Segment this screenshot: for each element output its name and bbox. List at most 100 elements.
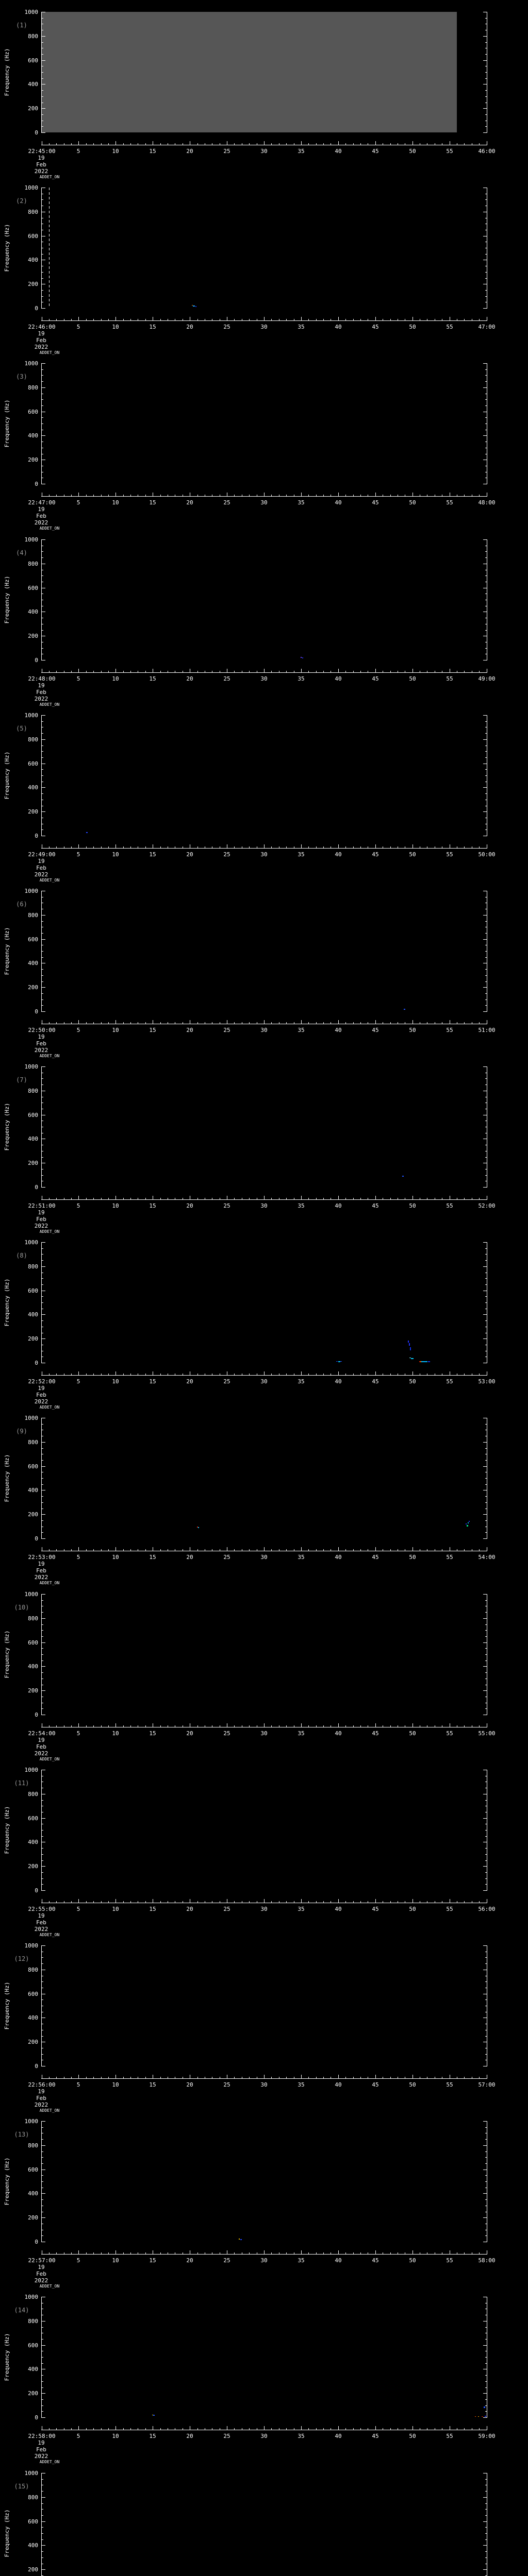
y-minor-tick — [485, 557, 487, 558]
x-minor-tick — [56, 1198, 57, 1199]
x-minor-tick — [286, 143, 287, 145]
y-tick-label: 0 — [35, 833, 38, 839]
spectrogram-panel: (8) Frequency (Hz) 22:52:00 53:00 19 Feb… — [0, 1230, 528, 1410]
x-minor-tick — [49, 319, 50, 320]
y-minor-tick — [485, 1460, 487, 1461]
x-minor-tick — [145, 1022, 146, 1024]
x-tick-label: 55 — [446, 499, 453, 506]
y-minor-tick — [42, 2157, 43, 2158]
x-minor-tick — [316, 1374, 317, 1375]
x-tick-label: 25 — [223, 1378, 230, 1385]
y-tick-label: 600 — [28, 1639, 38, 1646]
y-major-tick — [483, 1890, 487, 1891]
y-minor-tick — [42, 1854, 43, 1855]
y-tick-label: 200 — [28, 808, 38, 815]
x-tick-label: 20 — [186, 1730, 193, 1737]
y-minor-tick — [42, 1836, 43, 1837]
y-axis-title: Frequency (Hz) — [4, 1103, 10, 1151]
y-minor-tick — [42, 2339, 43, 2340]
x-minor-tick — [71, 846, 72, 848]
y-major-tick — [42, 1945, 45, 1946]
date-month-label: Feb — [36, 1743, 46, 1750]
x-major-tick — [338, 1547, 339, 1551]
x-minor-tick — [308, 1901, 309, 1903]
spectrogram-panel: (3) Frequency (Hz) 22:47:00 48:00 19 Feb… — [0, 351, 528, 531]
y-major-tick — [483, 1594, 487, 1595]
x-minor-tick — [308, 671, 309, 672]
y-minor-tick — [42, 126, 43, 127]
spectrogram-event — [485, 2416, 486, 2417]
x-minor-tick — [101, 2252, 102, 2254]
y-minor-tick — [42, 290, 43, 291]
x-major-tick — [301, 141, 302, 145]
y-minor-tick — [42, 745, 43, 746]
x-minor-tick — [101, 846, 102, 848]
y-minor-tick — [485, 2054, 487, 2055]
x-minor-tick — [360, 2077, 361, 2078]
y-minor-tick — [42, 1284, 43, 1285]
x-minor-tick — [234, 319, 235, 320]
x-minor-tick — [160, 2428, 161, 2430]
y-minor-tick — [485, 2157, 487, 2158]
x-minor-tick — [160, 1374, 161, 1375]
y-minor-tick — [42, 114, 43, 115]
x-minor-tick — [101, 1374, 102, 1375]
x-minor-tick — [479, 1901, 480, 1903]
spectrogram-panel: (1) Frequency (Hz) 22:45:00 46:00 19 Feb… — [0, 0, 528, 179]
y-minor-tick — [485, 1448, 487, 1449]
x-minor-tick — [130, 495, 131, 496]
x-minor-tick — [108, 319, 109, 320]
x-minor-tick — [249, 1022, 250, 1024]
x-tick-label: 50 — [409, 148, 416, 155]
x-tick-label: 30 — [260, 1906, 268, 1912]
x-tick-label: 5 — [76, 1378, 80, 1385]
x-major-tick — [412, 2426, 413, 2430]
x-minor-tick — [271, 1198, 272, 1199]
x-minor-tick — [390, 1549, 391, 1551]
y-minor-tick — [485, 72, 487, 73]
y-minor-tick — [42, 999, 43, 1000]
x-minor-tick — [323, 1901, 324, 1903]
y-minor-tick — [485, 1302, 487, 1303]
x-tick-label: 45 — [372, 851, 379, 858]
x-minor-tick — [390, 1901, 391, 1903]
date-day-label: 19 — [38, 1737, 45, 1743]
x-minor-tick — [123, 1374, 124, 1375]
x-major-tick — [301, 1899, 302, 1903]
spectrogram-plot-area — [42, 1066, 487, 1187]
y-minor-tick — [42, 721, 43, 722]
y-minor-tick — [485, 933, 487, 934]
x-minor-tick — [123, 1022, 124, 1024]
x-minor-tick — [249, 319, 250, 320]
y-minor-tick — [42, 1630, 43, 1631]
date-year-label: 2022 — [34, 344, 48, 350]
y-tick-label: 200 — [28, 984, 38, 991]
y-major-tick — [483, 2521, 487, 2522]
detector-footnote-label: ADDET_ON — [39, 2108, 60, 2113]
x-minor-tick — [234, 671, 235, 672]
x-minor-tick — [286, 2428, 287, 2430]
spectrogram-panel: (5) Frequency (Hz) 22:49:00 50:00 19 Feb… — [0, 703, 528, 883]
x-axis-end-time-label: 58:00 — [478, 2257, 496, 2264]
spectrogram-event — [420, 1361, 421, 1362]
date-year-label: 2022 — [34, 2453, 48, 2460]
y-major-tick — [42, 2497, 45, 2498]
x-major-tick — [78, 1899, 79, 1903]
y-tick-label: 200 — [28, 2214, 38, 2221]
y-minor-tick — [42, 1600, 43, 1601]
y-minor-tick — [42, 1157, 43, 1158]
x-minor-tick — [464, 2077, 465, 2078]
x-minor-tick — [108, 2252, 109, 2254]
date-day-label: 19 — [38, 1209, 45, 1216]
y-major-tick — [483, 939, 487, 940]
x-minor-tick — [316, 1901, 317, 1903]
x-major-tick — [375, 1723, 376, 1727]
x-minor-tick — [323, 1374, 324, 1375]
y-minor-tick — [42, 2363, 43, 2364]
y-minor-tick — [42, 2479, 43, 2480]
date-day-label: 19 — [38, 2088, 45, 2095]
y-tick-label: 200 — [28, 1863, 38, 1870]
y-major-tick — [483, 435, 487, 436]
y-major-tick — [42, 36, 45, 37]
panel-number-label: (12) — [14, 1955, 29, 1962]
